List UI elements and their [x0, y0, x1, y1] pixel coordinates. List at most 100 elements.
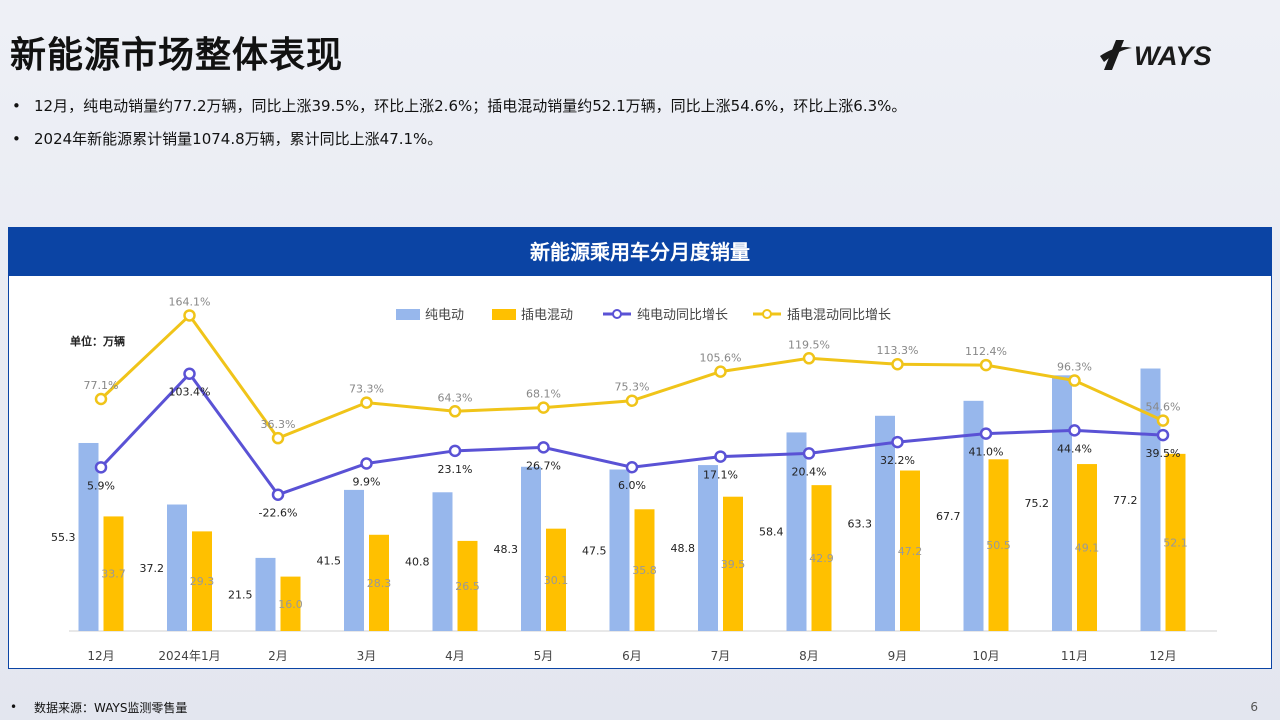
x-tick-6: 5月: [534, 649, 554, 663]
bar-bev-12: [1052, 375, 1072, 631]
bar-bev-label-3: 21.5: [228, 588, 253, 601]
phev-yoy-point-5: [448, 405, 462, 418]
bev-yoy-label-6: 26.7%: [526, 459, 561, 472]
bar-phev-label-12: 49.1: [1075, 542, 1100, 555]
bar-bev-8: [698, 465, 718, 631]
phev-yoy-label-13: 54.6%: [1146, 401, 1181, 414]
bar-bev-10: [875, 415, 895, 631]
bar-phev-label-13: 52.1: [1163, 536, 1188, 549]
bar-bev-label-9: 58.4: [759, 526, 784, 539]
x-tick-4: 3月: [357, 649, 377, 663]
phev-yoy-label-1: 77.1%: [84, 379, 119, 392]
ways-logo: WAYS: [1100, 40, 1212, 71]
bar-bev-5: [432, 492, 453, 631]
phev-yoy-label-5: 64.3%: [438, 391, 473, 404]
bar-phev-label-9: 42.9: [809, 552, 834, 565]
legend-marker-3: [612, 309, 622, 319]
bar-phev-label-7: 35.8: [632, 564, 657, 577]
bev-yoy-label-10: 32.2%: [880, 454, 915, 467]
bev-yoy-label-4: 9.9%: [353, 475, 381, 488]
bar-phev-7: [634, 509, 655, 631]
bev-yoy-point-10: [891, 435, 904, 449]
bar-phev-label-8: 39.5: [721, 558, 746, 571]
phev-yoy-point-3: [271, 431, 285, 445]
bev-yoy-point-13: [1156, 428, 1170, 442]
bev-yoy-label-1: 5.9%: [87, 479, 115, 492]
x-tick-3: 2月: [268, 649, 288, 663]
phev-yoy-point-6: [537, 401, 550, 414]
bar-bev-label-5: 40.8: [405, 556, 430, 569]
phev-yoy-label-12: 96.3%: [1057, 361, 1092, 374]
x-tick-9: 8月: [799, 649, 819, 663]
page-title: 新能源市场整体表现: [10, 34, 344, 76]
bar-bev-label-7: 47.5: [582, 544, 607, 557]
bev-yoy-point-8: [714, 450, 727, 463]
phev-yoy-label-6: 68.1%: [526, 388, 561, 401]
legend-label-1: 纯电动: [425, 308, 464, 323]
bev-yoy-label-12: 44.4%: [1057, 442, 1092, 455]
phev-yoy-label-9: 119.5%: [788, 338, 830, 351]
x-tick-5: 4月: [445, 649, 465, 663]
bev-yoy-point-3: [271, 488, 285, 501]
bar-phev-10: [900, 470, 920, 631]
bev-yoy-point-5: [448, 444, 462, 458]
phev-yoy-label-8: 105.6%: [700, 352, 742, 365]
bev-yoy-point-9: [802, 447, 816, 460]
bar-bev-11: [963, 400, 984, 631]
logo-mark-icon: [1104, 40, 1124, 70]
phev-yoy-label-10: 113.3%: [877, 344, 919, 357]
chart-header: 新能源乘用车分月度销量: [9, 228, 1271, 276]
bar-bev-7: [609, 469, 630, 631]
bar-phev-label-5: 26.5: [455, 580, 480, 593]
x-tick-7: 6月: [622, 649, 642, 663]
phev-yoy-label-7: 75.3%: [615, 381, 650, 394]
bev-yoy-point-11: [979, 427, 993, 440]
phev-yoy-point-8: [714, 365, 727, 378]
bar-bev-6: [521, 466, 541, 631]
legend-swatch-1: [396, 309, 420, 320]
bar-bev-label-12: 75.2: [1025, 497, 1050, 510]
bar-phev-11: [988, 459, 1009, 631]
bar-bev-1: [78, 442, 99, 631]
bar-phev-8: [723, 496, 743, 631]
phev-yoy-point-11: [979, 358, 993, 372]
bar-bev-label-11: 67.7: [936, 510, 961, 523]
bar-bev-label-2: 37.2: [140, 562, 165, 575]
sales-chart: 单位：万辆 纯电动 插电混动 纯电动同比增长 插电混动同比增长 55.3 33.7 12月 37…: [51, 295, 1217, 663]
bev-yoy-label-3: -22.6%: [259, 507, 298, 520]
summary-bullets: 12月，纯电动销量约77.2万辆，同比上涨39.5%，环比上涨2.6%；插电混动…: [12, 90, 906, 156]
legend-swatch-2: [492, 309, 516, 320]
x-tick-8: 7月: [711, 649, 731, 663]
bar-bev-2: [167, 504, 187, 631]
phev-yoy-point-12: [1068, 374, 1081, 387]
chart-panel: 新能源乘用车分月度销量 单位：万辆 纯电动 插电混动 纯电动同比增长 插电混动同比增长 5…: [8, 227, 1272, 669]
unit-label: 单位：万辆: [70, 334, 125, 348]
page-number: 6: [1250, 700, 1258, 714]
bar-phev-13: [1165, 453, 1186, 631]
bev-yoy-label-11: 41.0%: [969, 446, 1004, 459]
summary-bullet-2: 2024年新能源累计销量1074.8万辆，累计同比上涨47.1%。: [12, 123, 906, 156]
phev-yoy-label-3: 36.3%: [261, 418, 296, 431]
bar-bev-label-4: 41.5: [317, 554, 342, 567]
phev-yoy-label-4: 73.3%: [349, 383, 384, 396]
legend-label-4: 插电混动同比增长: [787, 308, 891, 323]
phev-yoy-point-2: [183, 309, 196, 322]
summary-bullet-1: 12月，纯电动销量约77.2万辆，同比上涨39.5%，环比上涨2.6%；插电混动…: [12, 90, 906, 123]
bar-bev-4: [344, 489, 364, 631]
bar-phev-label-3: 16.0: [278, 598, 303, 611]
bar-bev-label-10: 63.3: [848, 517, 873, 530]
bar-phev-label-4: 28.3: [367, 577, 392, 590]
bar-phev-label-2: 29.3: [190, 575, 215, 588]
x-tick-11: 10月: [972, 649, 999, 663]
x-tick-13: 12月: [1149, 649, 1176, 663]
bar-bev-9: [786, 432, 807, 631]
bev-yoy-label-7: 6.0%: [618, 479, 646, 492]
bev-yoy-label-13: 39.5%: [1146, 447, 1181, 460]
logo-text: WAYS: [1134, 41, 1212, 71]
bar-phev-9: [811, 485, 832, 631]
bar-bev-label-8: 48.8: [671, 542, 696, 555]
phev-yoy-point-4: [360, 396, 373, 409]
bar-bev-label-13: 77.2: [1113, 494, 1138, 507]
bev-yoy-point-12: [1068, 424, 1081, 437]
legend-label-3: 纯电动同比增长: [637, 308, 728, 323]
